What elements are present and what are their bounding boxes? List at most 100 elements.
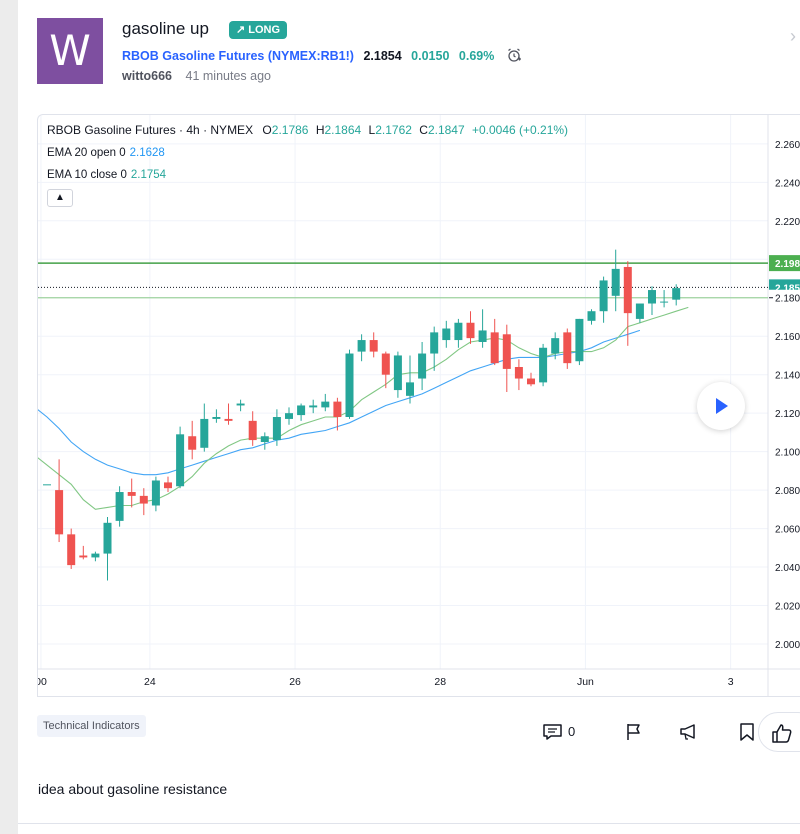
candle-body	[248, 420, 257, 441]
x-tick-label: Jun	[577, 676, 594, 688]
candle-body	[151, 480, 160, 506]
y-tick-label: 2.080	[775, 486, 800, 497]
candle-body	[285, 413, 293, 419]
candle-body	[575, 318, 584, 362]
symbol-link[interactable]: RBOB Gasoline Futures (NYMEX:RB1!)	[122, 49, 354, 63]
y-tick-label: 2.000	[775, 640, 800, 651]
ohlc-legend: RBOB Gasoline Futures · 4h · NYMEX O2.17…	[47, 123, 568, 137]
close-label: C	[419, 123, 428, 137]
candle-body	[369, 340, 378, 352]
x-tick-label: 24	[144, 676, 156, 688]
y-tick-label: 2.020	[775, 602, 800, 613]
candle-body	[527, 378, 535, 385]
chevron-up-icon: ▲	[55, 192, 65, 203]
y-tick-label: 2.240	[775, 178, 800, 189]
price-change-percent: 0.69%	[458, 49, 495, 63]
candle-body	[660, 301, 669, 303]
low-value: 2.1762	[375, 123, 412, 137]
like-button[interactable]	[758, 712, 800, 752]
alarm-clock-icon[interactable]	[506, 47, 522, 63]
ema10-legend: EMA 10 close 0 2.1754	[47, 169, 166, 181]
legend-symbol: RBOB Gasoline Futures · 4h · NYMEX	[47, 123, 254, 137]
ema20-legend: EMA 20 open 0 2.1628	[47, 147, 165, 159]
candle-body	[212, 417, 221, 419]
candle-body	[648, 290, 656, 304]
candle-body	[563, 332, 572, 364]
candle-body	[454, 322, 463, 341]
candle-body	[321, 401, 330, 408]
low-label: L	[368, 123, 376, 137]
candle-body	[393, 355, 402, 391]
play-button[interactable]	[697, 382, 745, 430]
ema20-label: EMA 20 open 0	[47, 147, 126, 159]
chart-panel[interactable]: 2.000 2.020 2.040 2.060 2.080 2.100 2.120 2.140…	[37, 114, 800, 697]
open-label: O	[262, 123, 272, 137]
technical-indicators-tag[interactable]: Technical Indicators	[37, 715, 146, 737]
y-tick-label: 2.220	[775, 217, 800, 228]
candle-body	[67, 534, 76, 566]
ema10-series-line	[38, 306, 689, 510]
candle-body	[514, 366, 523, 379]
comment-icon[interactable]	[542, 720, 564, 744]
price-chart[interactable]: 2.000 2.020 2.040 2.060 2.080 2.100 2.120 2.140…	[38, 115, 800, 697]
y-tick-label: 2.120	[775, 409, 800, 420]
candle-body	[309, 405, 318, 408]
price-change: 0.0150	[411, 49, 450, 63]
flag-icon[interactable]	[624, 720, 644, 744]
candle-body	[176, 434, 185, 487]
close-value: 2.1847	[427, 123, 465, 137]
price-label-box	[769, 255, 800, 272]
comment-count: 0	[568, 724, 576, 739]
candle-body	[478, 330, 487, 342]
candle-body	[260, 436, 269, 443]
candle-body	[539, 347, 548, 383]
high-label: H	[315, 123, 325, 137]
open-value: 2.1786	[271, 123, 309, 137]
play-icon	[716, 398, 728, 414]
y-tick-label: 2.140	[775, 371, 800, 382]
candle-body	[381, 353, 390, 375]
candle-body	[611, 268, 620, 296]
megaphone-icon[interactable]	[678, 720, 700, 744]
candle-body	[587, 311, 596, 321]
collapse-legend-button[interactable]: ▲	[47, 189, 73, 207]
symbol-row: RBOB Gasoline Futures (NYMEX:RB1!) 2.185…	[122, 47, 522, 63]
close-chevron-icon[interactable]: ›	[790, 26, 796, 46]
y-tick-label: 2.160	[775, 332, 800, 343]
candle-body	[200, 418, 209, 448]
candle-body	[599, 280, 608, 312]
candle-body	[672, 288, 681, 300]
candle-body	[79, 555, 88, 558]
candle-body	[502, 334, 511, 369]
ema10-value: 2.1754	[130, 169, 167, 181]
author-row: witto666 41 minutes ago	[122, 69, 271, 83]
candle-body	[623, 266, 632, 314]
ema10-label: EMA 10 close 0	[47, 169, 127, 181]
ema20-value: 2.1628	[129, 147, 165, 159]
candle-body	[430, 332, 439, 354]
candle-body	[103, 522, 112, 554]
level-price-label: 2.198	[775, 259, 800, 270]
candle-body	[333, 401, 342, 418]
candle-body	[55, 490, 64, 535]
candle-body	[490, 332, 499, 364]
candle-body	[635, 303, 644, 319]
candle-body	[442, 328, 451, 341]
candle-body	[43, 484, 51, 486]
candle-body	[551, 338, 560, 354]
thumbs-up-icon	[772, 724, 792, 743]
x-tick-label: 26	[289, 676, 301, 688]
x-tick-label: 28	[434, 676, 446, 688]
author-name[interactable]: witto666	[122, 69, 173, 83]
arrow-up-right-icon: ↗	[236, 24, 246, 36]
bookmark-icon[interactable]	[738, 720, 756, 744]
avatar-letter: W	[49, 26, 91, 75]
candle-body	[297, 405, 306, 416]
x-tick-label: 3	[728, 676, 734, 688]
level-price-label: 2.185	[775, 283, 800, 294]
author-avatar[interactable]: W	[37, 18, 103, 84]
long-badge-label: LONG	[248, 24, 281, 36]
idea-card: W gasoline up ↗ LONG RBOB Gasoline Futur…	[18, 0, 800, 834]
y-tick-label: 2.040	[775, 563, 800, 574]
candle-body	[127, 492, 136, 496]
